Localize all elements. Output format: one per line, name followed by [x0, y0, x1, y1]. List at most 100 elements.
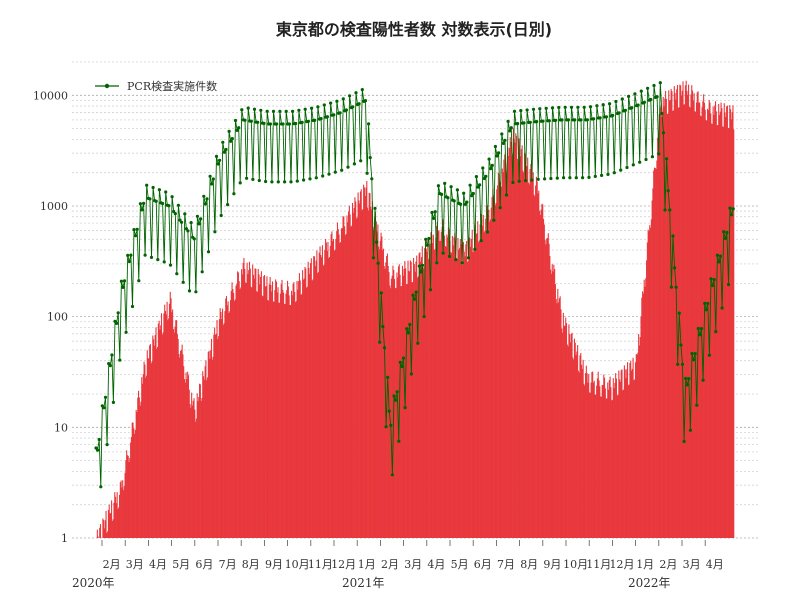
bar: [483, 232, 485, 538]
bar: [521, 145, 523, 538]
bar: [592, 371, 594, 538]
bar: [104, 520, 106, 538]
bar: [467, 260, 469, 538]
bar: [645, 278, 647, 538]
bar: [515, 133, 517, 539]
bar: [427, 239, 429, 538]
pcr-point: [642, 100, 647, 104]
pcr-point: [278, 109, 282, 113]
bar: [550, 273, 553, 538]
pcr-point: [711, 283, 715, 288]
bar: [647, 229, 649, 538]
bar: [477, 221, 479, 539]
bar: [569, 334, 571, 538]
bar: [535, 185, 537, 539]
bar: [624, 369, 626, 538]
x-tick-label: 7月: [497, 558, 515, 571]
bar: [669, 100, 671, 538]
pcr-point: [222, 150, 226, 154]
pcr-point: [354, 91, 358, 95]
bar: [364, 196, 366, 538]
bar: [285, 293, 287, 538]
bar: [324, 249, 326, 538]
pcr-point: [726, 282, 731, 287]
bar: [548, 243, 550, 538]
pcr-point: [360, 88, 364, 92]
bar: [654, 168, 656, 538]
pcr-point: [669, 285, 674, 289]
bar: [489, 221, 491, 538]
bar: [341, 228, 343, 538]
bar: [298, 273, 300, 538]
bar: [178, 354, 180, 538]
bar: [202, 371, 204, 538]
bar: [704, 109, 706, 538]
bar: [419, 252, 421, 539]
bar: [219, 308, 221, 538]
pcr-point: [96, 448, 100, 452]
bar: [113, 502, 115, 538]
pcr-point: [132, 228, 136, 232]
bar: [308, 267, 310, 538]
bar: [158, 320, 160, 538]
bar: [190, 407, 192, 538]
x-tick-label: 4月: [149, 558, 167, 571]
pcr-point: [287, 122, 291, 126]
bar: [412, 281, 414, 538]
bar: [410, 261, 412, 538]
pcr-point: [143, 253, 147, 257]
bar: [163, 313, 165, 538]
bar: [96, 529, 98, 538]
pcr-point: [118, 358, 122, 362]
bar: [495, 203, 497, 538]
bar: [383, 266, 385, 538]
bar: [596, 378, 598, 538]
bar: [621, 369, 623, 538]
bar: [588, 374, 590, 538]
bar: [601, 385, 603, 538]
pcr-point: [517, 179, 521, 183]
bar: [469, 237, 471, 538]
bar: [464, 256, 466, 538]
bar: [478, 242, 480, 539]
pcr-point: [717, 260, 721, 264]
pcr-point: [379, 291, 383, 295]
bar: [235, 285, 237, 538]
bar: [677, 107, 679, 538]
bar: [591, 372, 593, 538]
bar: [372, 227, 374, 538]
x-tick-label: 2月: [381, 558, 399, 571]
pcr-point: [127, 259, 131, 264]
pcr-point: [601, 103, 605, 107]
pcr-point: [668, 208, 672, 212]
bar: [640, 316, 642, 538]
pcr-point: [230, 137, 234, 141]
bar: [218, 319, 220, 538]
bar: [186, 379, 188, 538]
bar: [373, 229, 375, 538]
bar: [555, 299, 557, 538]
pcr-point: [722, 230, 726, 234]
bar: [681, 90, 683, 538]
bar: [249, 268, 251, 538]
bar: [475, 233, 477, 538]
bar: [396, 272, 398, 538]
pcr-point: [348, 94, 352, 98]
pcr-point: [606, 172, 610, 176]
pcr-point: [489, 167, 493, 171]
pcr-point: [588, 105, 593, 109]
pcr-point: [463, 202, 467, 206]
bar: [125, 460, 127, 538]
bar: [355, 218, 358, 538]
pcr-point: [424, 237, 428, 241]
pcr-point: [321, 174, 325, 178]
pcr-point: [116, 311, 120, 315]
bar: [283, 303, 285, 538]
pcr-point: [568, 176, 572, 180]
bar: [694, 111, 696, 538]
bar: [299, 280, 301, 538]
pcr-point: [408, 322, 412, 327]
pcr-point: [332, 113, 336, 117]
pcr-point: [382, 346, 387, 350]
bar: [424, 240, 426, 538]
